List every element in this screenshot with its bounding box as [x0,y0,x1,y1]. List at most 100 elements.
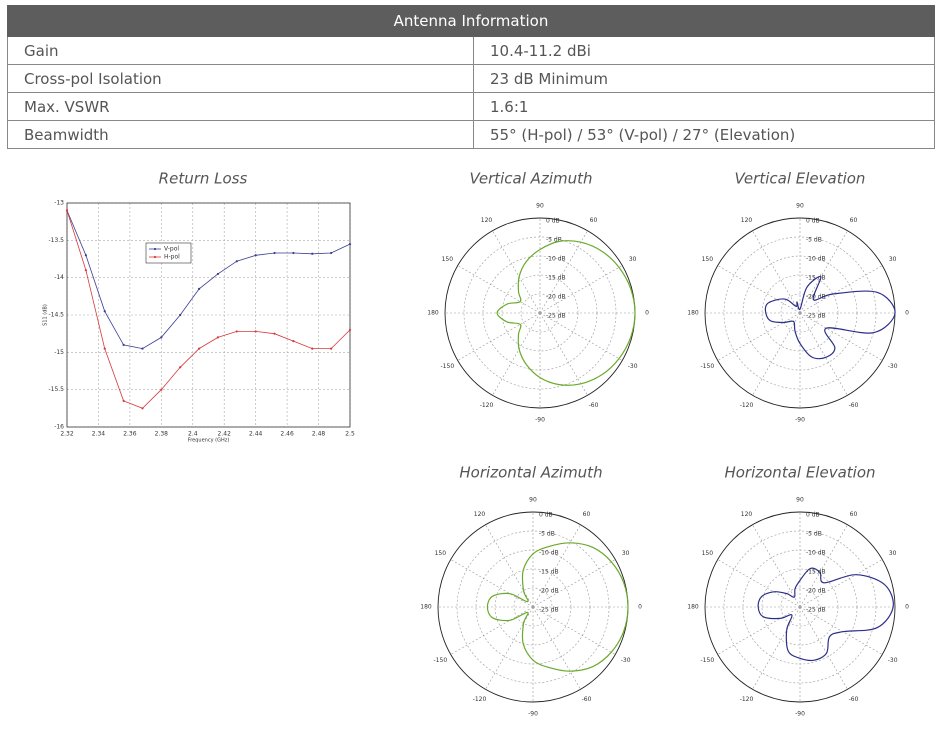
spoke [752,606,801,690]
r-tick-label: -5 dB [806,237,822,244]
spoke [717,312,801,361]
y-tick-label: -14 [54,274,64,281]
grid-circle [520,293,560,333]
theta-tick-label: 180 [427,310,439,317]
series-line [66,210,351,409]
theta-tick-label: -120 [480,402,494,409]
theta-tick-label: -30 [888,657,898,664]
data-point [311,347,314,350]
theta-tick-label: 0 [905,604,909,611]
data-point [216,272,220,276]
r-tick-label: -10 dB [539,550,559,557]
theta-tick-label: -120 [740,402,754,409]
r-tick-label: -25 dB [539,607,559,614]
cell: Max. VSWR [7,92,474,121]
data-point [273,332,276,335]
theta-tick-label: 180 [687,310,699,317]
legend-marker [153,247,157,251]
data-point [122,399,125,402]
r-tick-label: -25 dB [806,313,826,320]
theta-tick-label: 0 [645,310,649,317]
data-point [254,330,257,333]
theta-tick-label: 120 [741,511,753,518]
spoke [717,606,801,655]
series-line [66,210,351,350]
cell: 55° (H-pol) / 53° (V-pol) / 27° (Elevati… [473,120,935,149]
spoke [799,606,883,655]
r-tick-label: -25 dB [546,313,566,320]
data-point [273,251,276,255]
theta-tick-label: -60 [589,402,599,409]
theta-tick-label: 120 [474,511,486,518]
spoke [799,559,883,608]
theta-tick-label: -90 [528,711,538,718]
data-point [103,310,106,313]
spoke [532,559,616,608]
data-point [160,336,163,339]
outer-circle [704,511,896,703]
theta-tick-label: 60 [850,511,858,518]
theta-tick-label: 150 [435,550,447,557]
x-tick-label: 2.4 [188,431,198,438]
r-tick-label: -15 dB [546,275,566,282]
theta-tick-label: 180 [687,604,699,611]
theta-tick-label: 120 [481,217,493,224]
x-tick-label: 2.34 [92,431,106,438]
theta-tick-label: -60 [849,696,859,703]
chart-title: Horizontal Elevation [724,464,875,482]
legend-marker [153,255,157,259]
theta-tick-label: 30 [889,256,897,263]
spoke [752,524,801,608]
x-tick-label: 2.42 [218,431,232,438]
table-title: Antenna Information [7,5,935,37]
theta-tick-label: -150 [701,657,715,664]
chart-title: Vertical Azimuth [469,170,592,188]
chart-title: Return Loss [159,170,248,188]
theta-tick-label: 150 [442,256,454,263]
spoke [799,312,848,396]
theta-tick-label: -30 [888,363,898,370]
data-point [330,251,333,255]
theta-tick-label: 30 [629,256,637,263]
spoke [485,606,534,690]
r-tick-label: 0 dB [806,218,820,225]
theta-tick-label: 150 [702,256,714,263]
data-point [311,252,314,255]
spoke [492,312,541,396]
theta-tick-label: 30 [622,550,630,557]
cell: 10.4-11.2 dBi [473,36,935,65]
data-point [348,242,352,246]
theta-tick-label: -90 [535,417,545,424]
spoke [799,606,848,690]
y-tick-label: -14.5 [48,312,64,319]
theta-tick-label: -30 [621,657,631,664]
spoke [752,230,801,314]
theta-tick-label: 0 [905,310,909,317]
x-tick-label: 2.38 [155,431,169,438]
r-tick-label: -20 dB [806,294,826,301]
pattern-curve [757,567,894,662]
spoke [539,312,588,396]
data-point [65,209,69,212]
cell: 23 dB Minimum [473,64,935,93]
r-tick-label: -25 dB [806,607,826,614]
x-tick-label: 2.48 [312,431,326,438]
data-point [197,287,201,290]
r-tick-label: -20 dB [806,588,826,595]
x-tick-label: 2.5 [345,431,355,438]
theta-tick-label: -60 [849,402,859,409]
data-point [103,347,106,350]
spoke [532,606,616,655]
theta-tick-label: -150 [441,363,455,370]
theta-tick-label: -150 [434,657,448,664]
theta-tick-label: 90 [536,203,544,210]
data-point [235,260,238,263]
data-point [122,343,125,346]
r-tick-label: -10 dB [806,256,826,263]
r-tick-label: -20 dB [539,588,559,595]
r-tick-label: 0 dB [546,218,560,225]
theta-tick-label: 120 [741,217,753,224]
grid-circle [513,587,553,627]
spoke [450,559,534,608]
